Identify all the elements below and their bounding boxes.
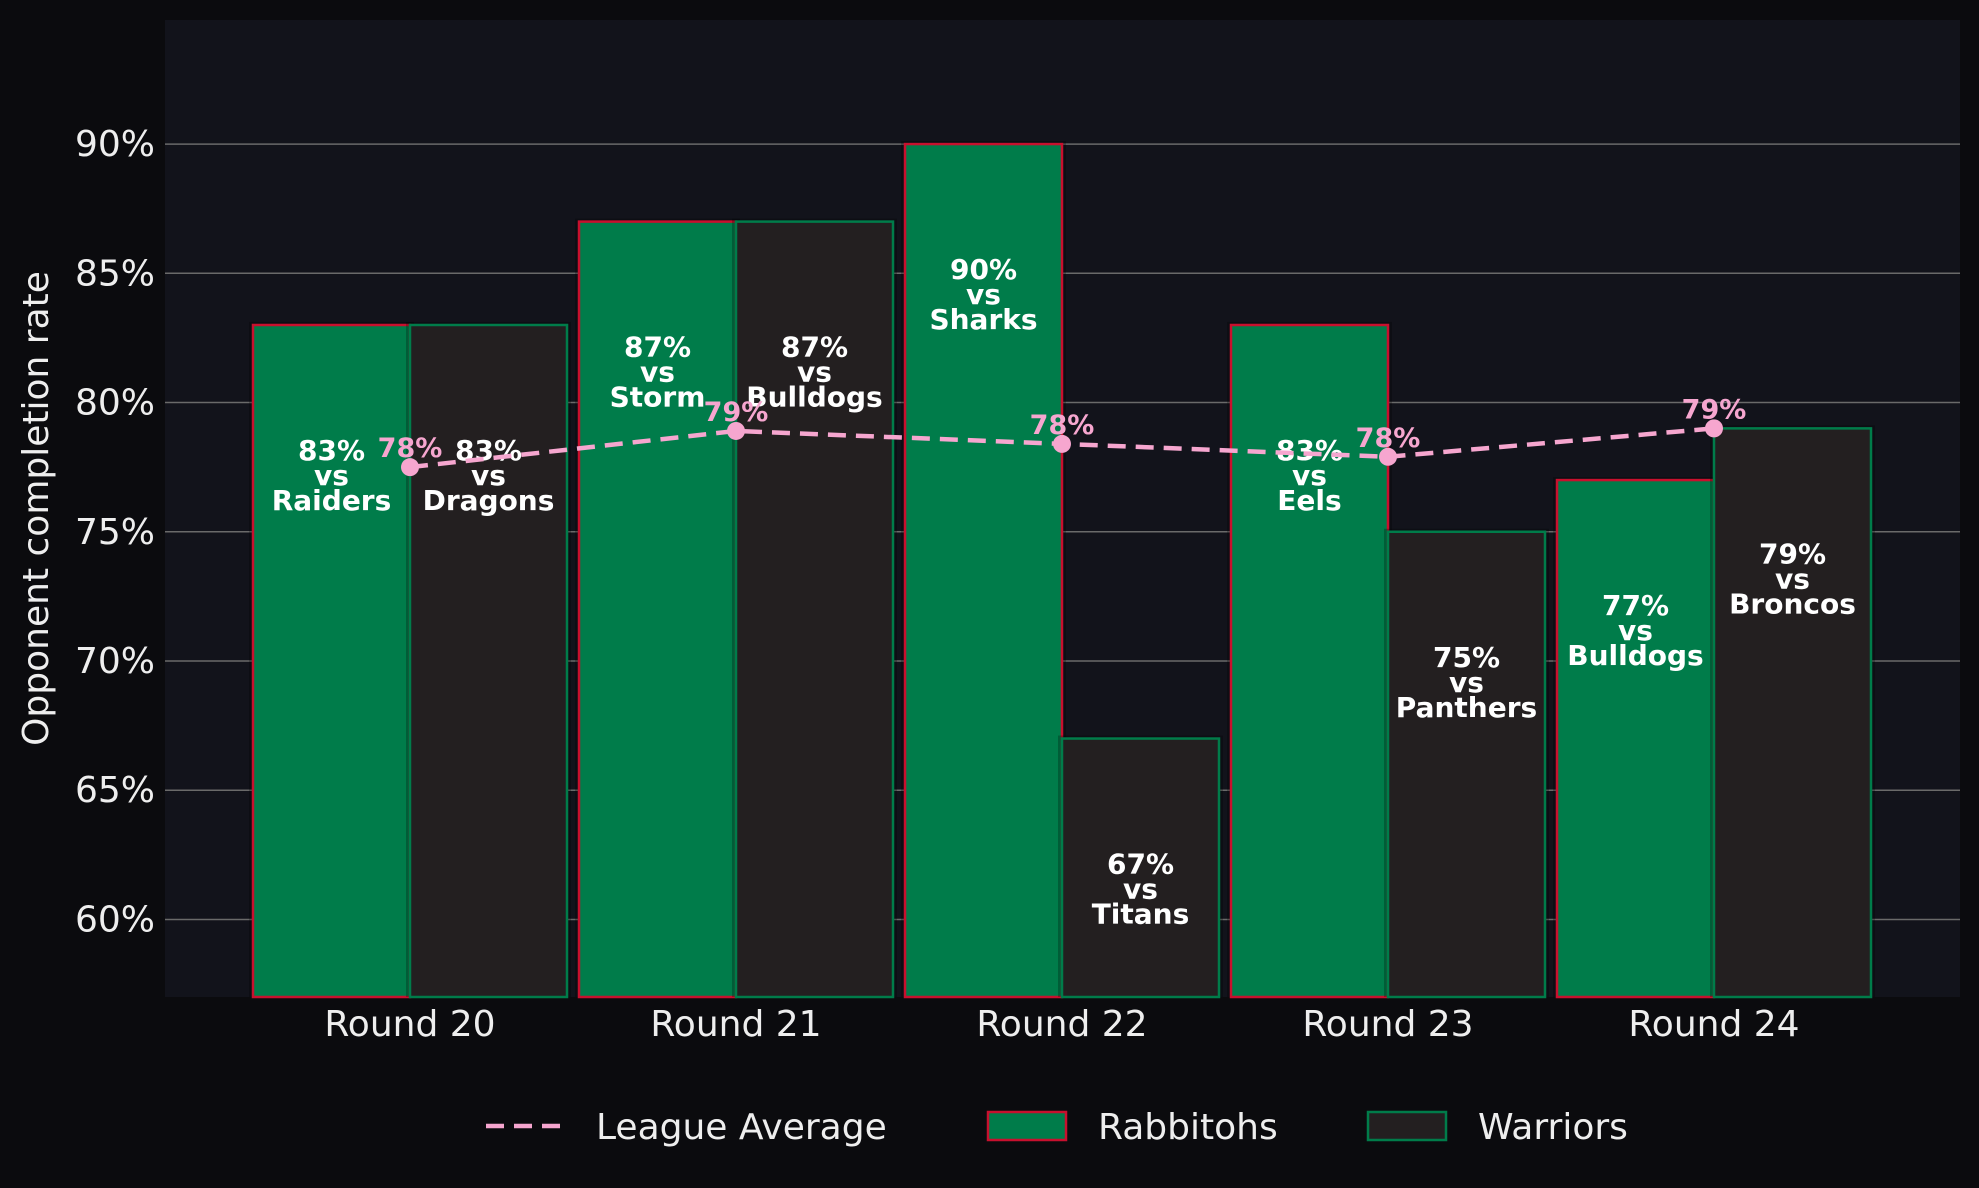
legend-swatch-warriors bbox=[1366, 1110, 1448, 1142]
bar-data-label: Bulldogs bbox=[1567, 639, 1703, 672]
bar-data-label: Raiders bbox=[272, 484, 392, 517]
bar-data-label: 75% bbox=[1433, 641, 1500, 674]
league-average-label: 79% bbox=[1682, 394, 1747, 425]
bar-data-label: vs bbox=[1449, 666, 1484, 699]
x-tick-label: Round 20 bbox=[324, 1004, 495, 1045]
bar-data-label: 79% bbox=[1759, 537, 1826, 570]
bar-data-label: 77% bbox=[1602, 589, 1669, 622]
bar-warriors bbox=[734, 220, 895, 999]
bar-data-label: vs bbox=[966, 278, 1001, 311]
legend-label: Rabbitohs bbox=[1098, 1107, 1278, 1148]
bar-data-label: vs bbox=[471, 459, 506, 492]
legend-label: Warriors bbox=[1478, 1107, 1628, 1148]
bar-data-label: 67% bbox=[1107, 848, 1174, 881]
bar-data-label: Sharks bbox=[929, 303, 1037, 336]
x-tick-label: Round 22 bbox=[976, 1004, 1147, 1045]
bar-data-label: 87% bbox=[624, 331, 691, 364]
bar-rabbitohs bbox=[1229, 323, 1390, 999]
league-average-point bbox=[1705, 419, 1723, 438]
y-tick-label: 90% bbox=[75, 124, 155, 165]
y-tick-label: 60% bbox=[75, 899, 155, 940]
bar-data-label: vs bbox=[1292, 459, 1327, 492]
bar-data-label: Panthers bbox=[1396, 691, 1537, 724]
y-axis-label: Opponent completion rate bbox=[16, 271, 57, 746]
bar-data-label: vs bbox=[1618, 614, 1653, 647]
bar-data-label: 83% bbox=[298, 434, 365, 467]
bar-warriors bbox=[1060, 737, 1221, 999]
bar-data-label: vs bbox=[640, 356, 675, 389]
legend-label: League Average bbox=[596, 1107, 887, 1148]
bar-data-label: Broncos bbox=[1729, 587, 1856, 620]
league-average-point bbox=[1379, 447, 1397, 466]
bar-warriors bbox=[1712, 427, 1873, 999]
bar-data-label: 90% bbox=[950, 253, 1017, 286]
legend-swatch-rabbitohs bbox=[986, 1110, 1068, 1142]
x-tick-label: Round 24 bbox=[1628, 1004, 1799, 1045]
league-average-label: 78% bbox=[378, 433, 443, 464]
bar-data-label: Titans bbox=[1092, 898, 1190, 931]
bar-warriors bbox=[408, 323, 569, 999]
league-average-label: 79% bbox=[704, 397, 769, 428]
y-tick-label: 85% bbox=[75, 253, 155, 294]
league-average-point bbox=[1053, 434, 1071, 453]
bar-data-label: Bulldogs bbox=[746, 381, 882, 414]
x-tick-label: Round 23 bbox=[1302, 1004, 1473, 1045]
league-average-label: 78% bbox=[1356, 423, 1421, 454]
bar-data-label: 83% bbox=[1276, 434, 1343, 467]
bar-data-label: vs bbox=[797, 356, 832, 389]
bar-data-label: vs bbox=[1775, 562, 1810, 595]
bar-rabbitohs bbox=[251, 323, 412, 999]
bar-data-label: 87% bbox=[781, 331, 848, 364]
league-average-point bbox=[727, 421, 745, 440]
league-average-point bbox=[401, 458, 419, 477]
league-average-label: 78% bbox=[1030, 410, 1095, 441]
bar-rabbitohs bbox=[903, 142, 1064, 999]
bar-rabbitohs bbox=[1555, 478, 1716, 999]
y-tick-label: 80% bbox=[75, 383, 155, 424]
bar-data-label: vs bbox=[1123, 873, 1158, 906]
bar-data-label: Storm bbox=[610, 381, 706, 414]
x-tick-label: Round 21 bbox=[650, 1004, 821, 1045]
y-tick-label: 65% bbox=[75, 770, 155, 811]
y-tick-label: 70% bbox=[75, 641, 155, 682]
bar-rabbitohs bbox=[577, 220, 738, 999]
bar-warriors bbox=[1386, 530, 1547, 999]
bar-data-label: vs bbox=[314, 459, 349, 492]
bar-data-label: Eels bbox=[1277, 484, 1341, 517]
y-tick-label: 75% bbox=[75, 512, 155, 553]
bar-data-label: Dragons bbox=[423, 484, 555, 517]
